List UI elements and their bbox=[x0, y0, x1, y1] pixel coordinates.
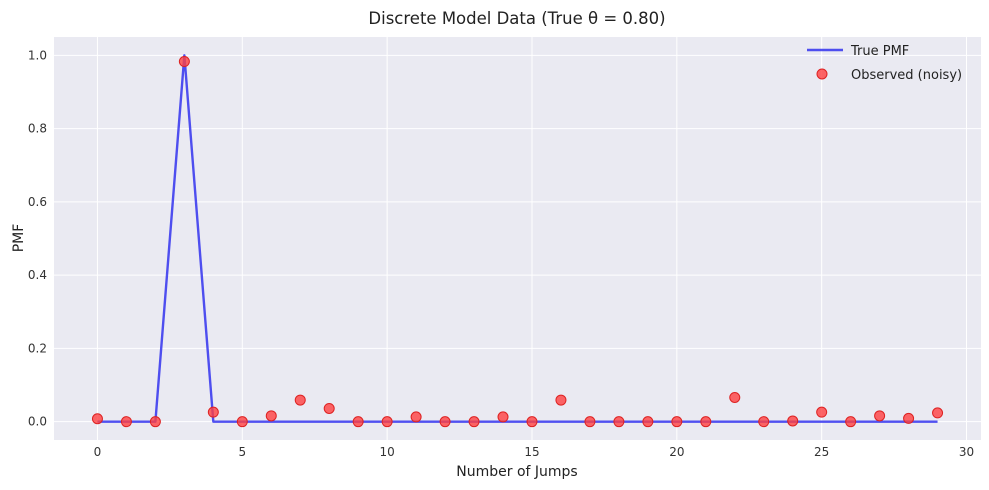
legend: True PMF Observed (noisy) bbox=[807, 44, 962, 83]
y-tick-label: 1.0 bbox=[28, 48, 47, 62]
y-axis-label: PMF bbox=[11, 224, 27, 253]
x-tick-label: 30 bbox=[959, 445, 974, 459]
legend-label-observed: Observed (noisy) bbox=[851, 68, 962, 83]
observed-point bbox=[323, 402, 335, 414]
observed-point bbox=[497, 411, 509, 423]
observed-point bbox=[294, 394, 306, 406]
observed-point bbox=[845, 416, 857, 428]
plot-background bbox=[54, 37, 981, 440]
x-tick-label: 5 bbox=[238, 445, 246, 459]
x-tick-label: 20 bbox=[669, 445, 684, 459]
y-tick-label: 0.8 bbox=[28, 122, 47, 136]
x-tick-label: 0 bbox=[94, 445, 102, 459]
x-tick-label: 15 bbox=[524, 445, 539, 459]
x-axis-label: Number of Jumps bbox=[456, 464, 577, 480]
observed-point bbox=[555, 394, 567, 406]
observed-point bbox=[149, 416, 161, 428]
observed-point bbox=[903, 412, 915, 424]
observed-point bbox=[526, 416, 538, 428]
observed-point bbox=[874, 410, 886, 422]
observed-point bbox=[671, 416, 683, 428]
observed-point bbox=[816, 406, 828, 418]
observed-point bbox=[352, 416, 364, 428]
x-ticks: 0 5 10 15 20 25 30 bbox=[94, 445, 975, 459]
observed-point bbox=[178, 56, 190, 68]
y-tick-label: 0.2 bbox=[28, 341, 47, 355]
observed-point bbox=[236, 416, 248, 428]
observed-point bbox=[265, 410, 277, 422]
observed-point bbox=[787, 415, 799, 427]
y-tick-label: 0.6 bbox=[28, 195, 47, 209]
y-ticks: 0.0 0.2 0.4 0.6 0.8 1.0 bbox=[28, 48, 47, 428]
observed-point bbox=[758, 416, 770, 428]
observed-point bbox=[439, 416, 451, 428]
legend-label-true-pmf: True PMF bbox=[850, 44, 909, 59]
observed-point bbox=[613, 416, 625, 428]
y-tick-label: 0.4 bbox=[28, 268, 47, 282]
x-tick-label: 25 bbox=[814, 445, 829, 459]
chart-title: Discrete Model Data (True θ = 0.80) bbox=[368, 9, 665, 28]
observed-point bbox=[584, 416, 596, 428]
observed-point bbox=[642, 416, 654, 428]
x-tick-label: 10 bbox=[380, 445, 395, 459]
grid bbox=[54, 37, 981, 440]
observed-point bbox=[410, 411, 422, 423]
observed-point bbox=[932, 407, 944, 419]
series-points-group bbox=[91, 56, 944, 428]
observed-point bbox=[468, 416, 480, 428]
observed-point bbox=[700, 416, 712, 428]
observed-point bbox=[729, 392, 741, 404]
y-tick-label: 0.0 bbox=[28, 415, 47, 429]
observed-point bbox=[91, 413, 103, 425]
observed-point bbox=[120, 416, 132, 428]
observed-point bbox=[207, 406, 219, 418]
legend-point-marker bbox=[816, 68, 828, 80]
observed-point bbox=[381, 416, 393, 428]
